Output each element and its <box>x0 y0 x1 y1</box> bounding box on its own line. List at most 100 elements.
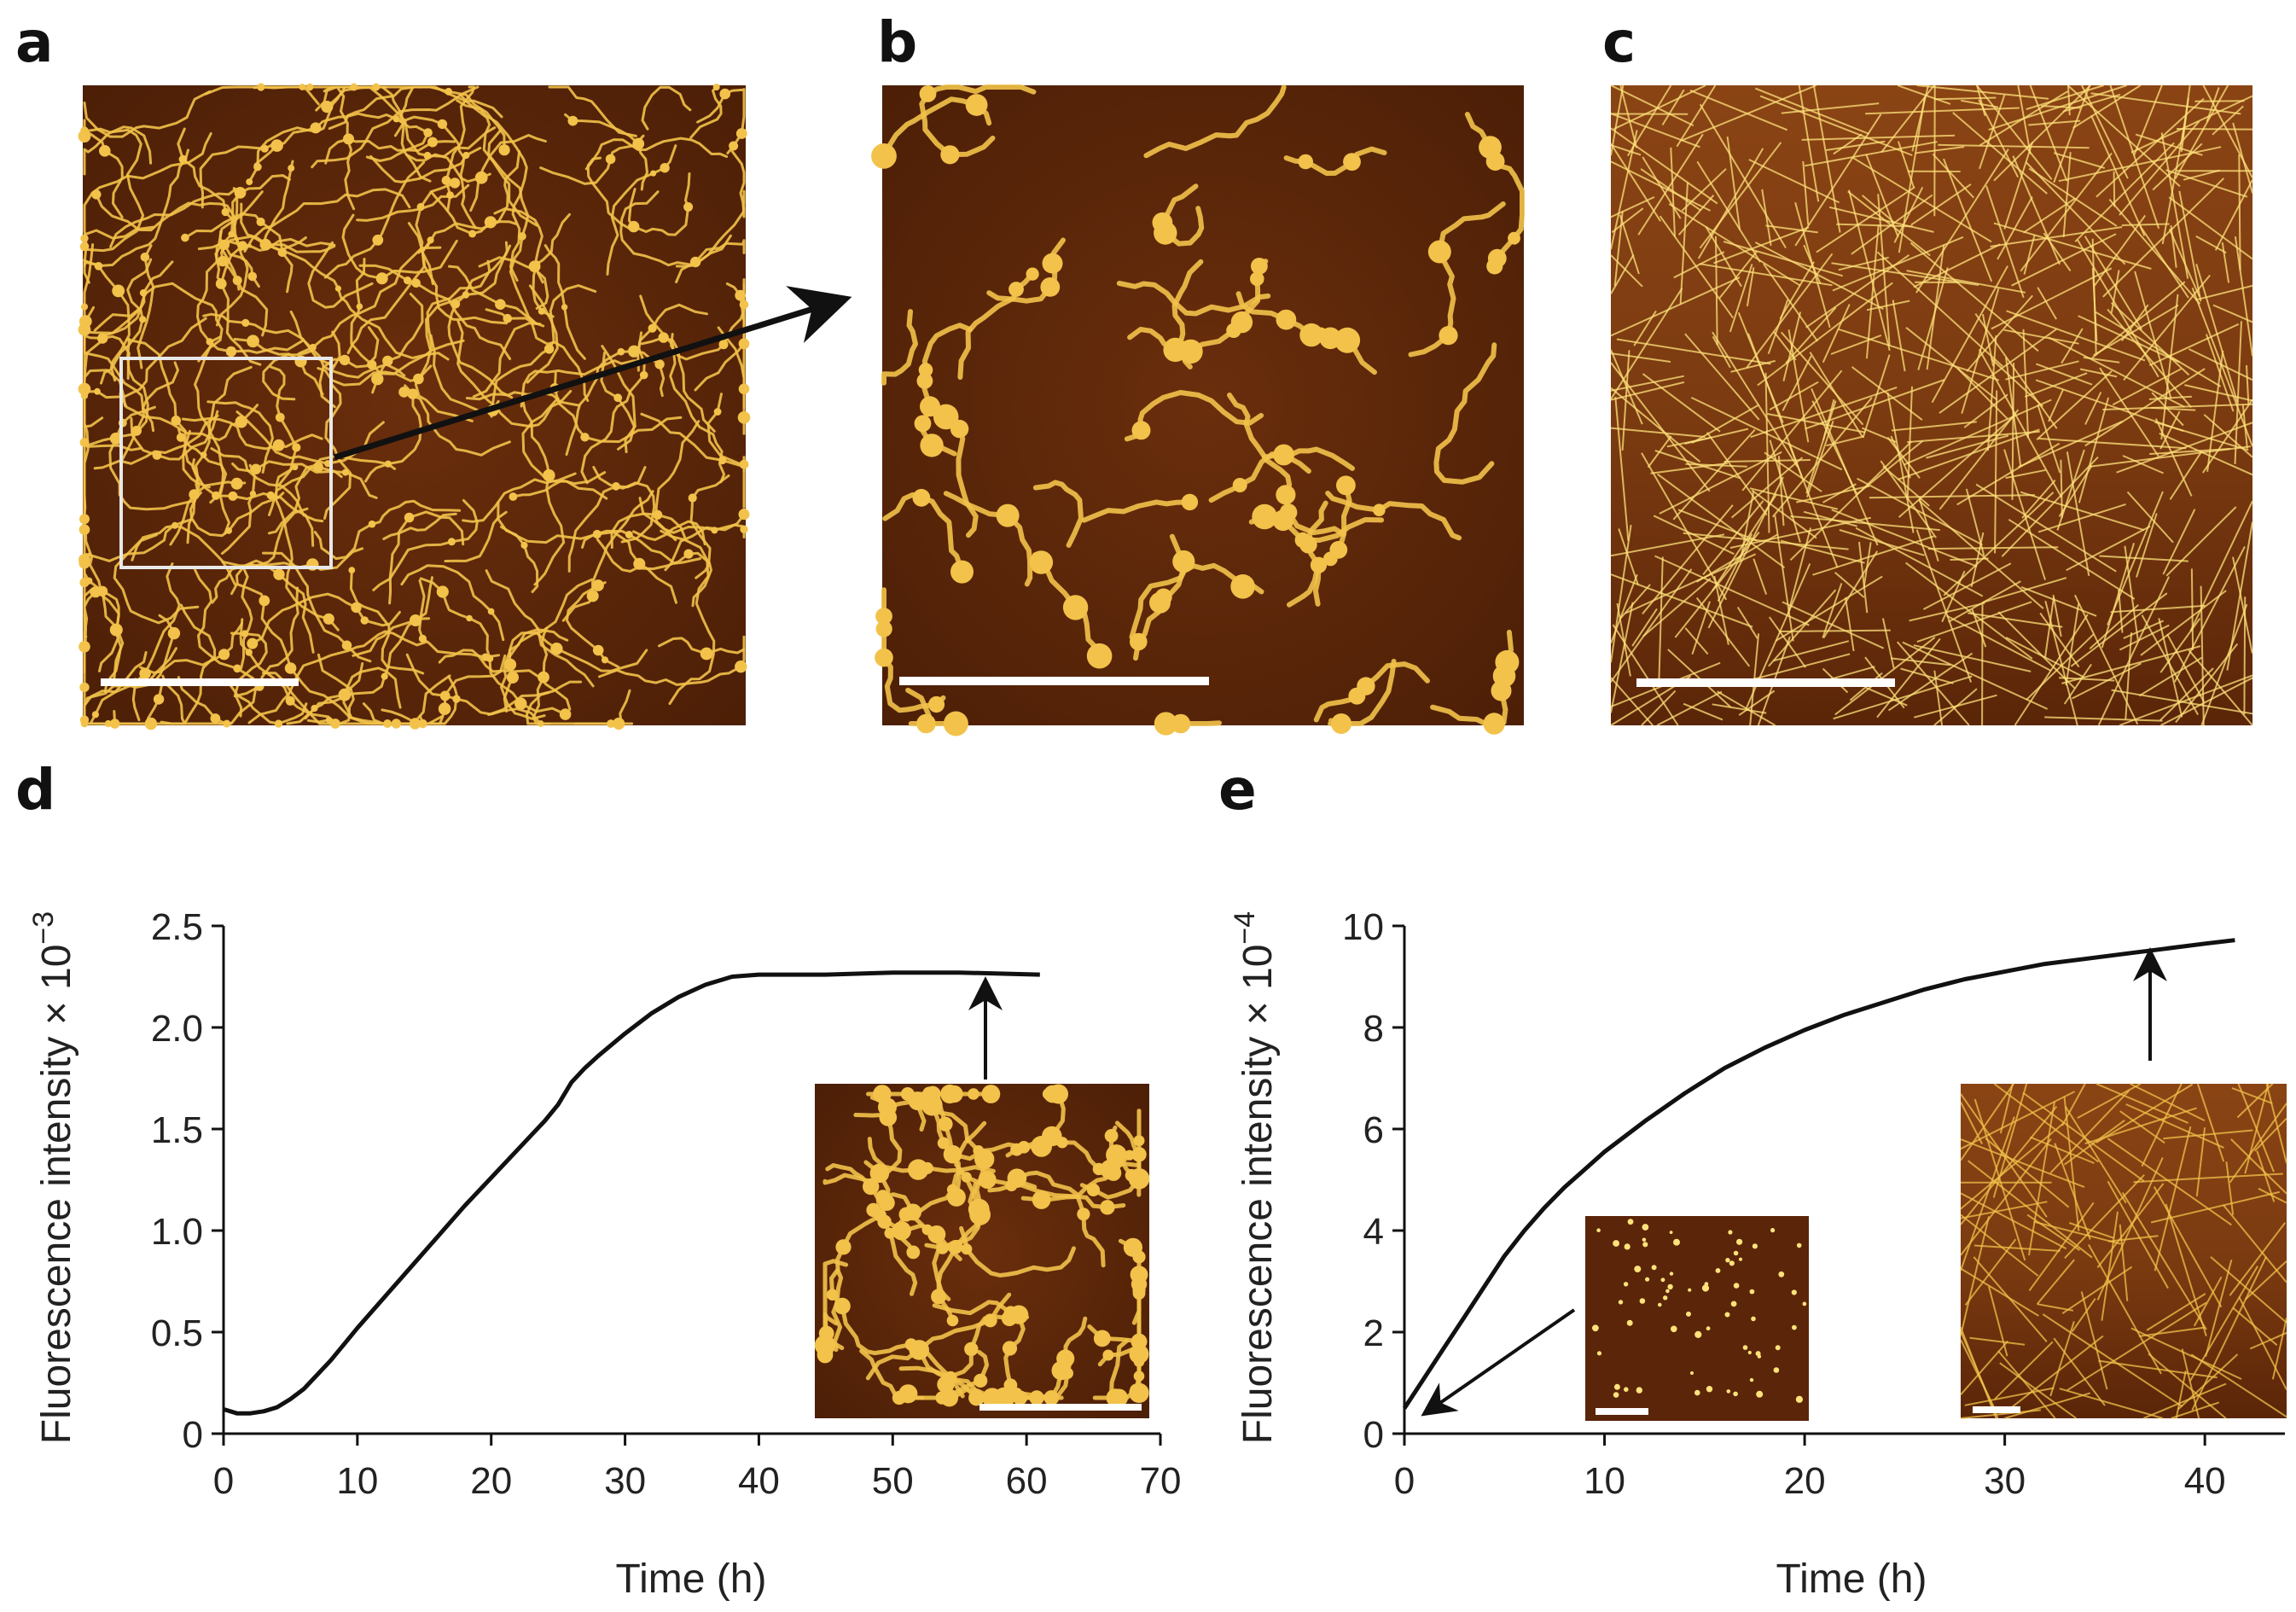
fibril-strand <box>1613 211 1624 287</box>
fibril-strand <box>1986 335 1997 451</box>
fibril-strand <box>1610 254 1643 288</box>
oligomer-dot <box>1669 1231 1673 1234</box>
fibril-strand <box>2138 656 2203 697</box>
fibril-strand <box>465 391 581 407</box>
fibril-strand <box>1869 494 2036 499</box>
d-x-tick-label: 40 <box>738 1460 780 1502</box>
fibril-strand <box>220 235 336 291</box>
fibril-strand <box>1610 602 1634 713</box>
fibril-strand <box>194 568 258 725</box>
fibril-strand <box>1769 439 1801 543</box>
fibril-strand <box>1768 616 1807 668</box>
panel-label-b: b <box>877 9 917 75</box>
fibril-strand <box>1681 84 1817 142</box>
d-x-tick-label: 0 <box>213 1460 234 1502</box>
fibril-strand <box>403 390 511 457</box>
fibril-strand <box>1832 236 1964 292</box>
fibril-strand <box>2253 1117 2287 1152</box>
fibril-strand <box>1960 1138 2085 1189</box>
fibril-strand <box>352 576 433 657</box>
fibril-strand <box>1208 451 1311 503</box>
fibril-strand <box>1287 482 1352 608</box>
fibril-strand <box>1654 555 1810 626</box>
fibril-strand <box>1805 420 1834 498</box>
fibril-strand <box>920 323 973 457</box>
fibril-strand <box>696 88 746 154</box>
fibril-strand <box>1787 527 1812 614</box>
fibril-strand <box>2119 1110 2165 1144</box>
fibril-strand <box>1684 333 1760 421</box>
fibril-strand <box>1726 136 1741 230</box>
fibril-strand <box>1667 649 1732 708</box>
fibril-strand <box>1969 1336 2026 1346</box>
fibril-strand <box>1991 358 2043 408</box>
fibril-strand <box>658 637 746 655</box>
fibril-strand <box>1129 562 1264 640</box>
afm-image-b <box>871 84 1525 736</box>
fibril-strand <box>2190 568 2194 650</box>
e-x-tick-label: 10 <box>1584 1460 1625 1502</box>
fibril-strand <box>1861 195 1895 224</box>
fibril-strand <box>311 85 480 169</box>
fibril-strand <box>2159 432 2253 476</box>
fibril-strand <box>2229 1103 2287 1184</box>
e-y-axis-label: Fluorescence intensity × 10−4 <box>1229 911 1281 1444</box>
fibril-strand <box>469 134 547 212</box>
fibril-strand <box>1826 435 1864 447</box>
fibril-strand <box>2052 595 2062 637</box>
fibril-strand <box>1610 127 1718 205</box>
oligomer-dot <box>1626 1319 1633 1326</box>
fibril-strand <box>2178 190 2202 302</box>
fibril-strand <box>400 564 505 642</box>
fibril-strand <box>1619 84 1638 148</box>
fibril-strand <box>2090 445 2251 468</box>
oligomer-dot <box>1658 1302 1662 1307</box>
fibril-strand <box>2081 84 2129 179</box>
fibril-strand <box>2140 590 2227 656</box>
oligomer-dot <box>1770 1228 1776 1233</box>
fibril-strand <box>2006 310 2146 362</box>
oligomer-dot <box>1618 1300 1624 1305</box>
fibril-strand <box>2066 84 2181 188</box>
fibril-strand <box>564 113 648 191</box>
panel-label-d: d <box>15 757 55 823</box>
fibril-strand <box>2036 1259 2075 1305</box>
e-inset-late-scale-bar <box>1973 1406 2020 1413</box>
fibril-strand <box>2064 1174 2145 1259</box>
fibril-strand <box>2142 1382 2227 1419</box>
fibril-strand <box>829 1268 965 1399</box>
fibril-strand <box>372 498 479 591</box>
fibril-strand <box>1614 396 1630 541</box>
fibril-strand <box>2212 304 2253 323</box>
oligomer-dot <box>1596 1228 1601 1232</box>
fibril-strand <box>2159 667 2214 722</box>
fibril-strand <box>2195 235 2227 254</box>
fibril-strand <box>689 85 723 139</box>
fibril-texture-a <box>78 83 751 730</box>
fibril-strand <box>83 338 149 447</box>
fibril-strand <box>1960 1105 2058 1225</box>
scale-bar-a <box>101 678 299 686</box>
oligomer-dot <box>1669 1272 1674 1276</box>
fibril-strand <box>600 350 666 451</box>
fibril-strand <box>2182 84 2191 138</box>
oligomer-dot <box>1688 1288 1692 1292</box>
fibril-strand <box>1960 1330 1999 1419</box>
fibril-strand <box>2084 368 2206 447</box>
fibril-strand <box>2107 1235 2159 1242</box>
fibril-strand <box>675 239 746 283</box>
fibril-strand <box>1749 487 1839 510</box>
fibril-strand <box>1782 355 1812 411</box>
fibril-strand <box>905 1312 1030 1400</box>
fibril-strand <box>2110 604 2206 614</box>
fibril-strand <box>2014 614 2089 726</box>
fibril-strand <box>230 547 364 596</box>
fibril-strand <box>365 140 456 162</box>
fibril-strand <box>881 96 992 159</box>
fibril-strand <box>1960 1101 1983 1144</box>
fibril-strand <box>1952 112 2048 195</box>
panel-label-e: e <box>1218 757 1257 823</box>
fibril-strand <box>2229 1222 2286 1296</box>
fibril-strand <box>500 525 677 604</box>
fibril-strand <box>1723 241 1843 277</box>
